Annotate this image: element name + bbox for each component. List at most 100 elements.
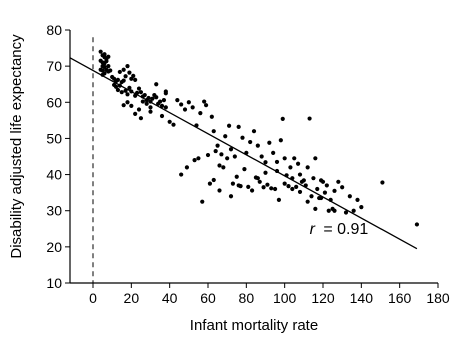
data-point [255,143,260,148]
x-axis-label: Infant mortality rate [190,317,318,334]
data-point [290,186,295,192]
data-point [267,140,272,145]
data-point [161,98,167,103]
data-point [117,69,122,75]
data-point [347,194,352,199]
data-point [148,105,153,110]
data-point [261,185,266,190]
data-point [297,189,303,195]
data-points [98,49,420,227]
data-point [186,100,191,105]
y-tick-label: 70 [46,58,62,74]
data-point [133,111,138,116]
data-point [221,165,226,170]
x-tick-label: 40 [162,290,178,306]
x-tick-label: 20 [124,290,140,306]
data-point [136,86,142,91]
data-point [269,186,274,191]
data-point [242,167,247,172]
data-point [307,116,312,121]
axes: 0 20 40 60 80 100 120 140 160 180 10 20 30 40 50 60 70 80 [46,22,449,306]
x-tick-label: 180 [426,290,450,306]
data-point [301,178,306,183]
data-point [236,183,241,188]
data-point [163,91,168,96]
data-point [297,172,303,177]
data-point [144,101,149,106]
x-tick-label: 60 [200,290,216,306]
data-point [133,77,138,82]
data-point [125,64,130,69]
data-point [131,73,136,79]
data-point [240,135,245,140]
data-point [305,165,310,170]
data-point [295,161,301,166]
data-point [336,179,341,184]
data-point [249,188,255,193]
data-point [288,165,293,170]
data-point [196,156,201,161]
y-tick-label: 20 [46,239,62,255]
x-tick-label: 80 [239,290,255,306]
data-point [324,183,329,188]
data-point [209,114,214,119]
data-point [127,85,132,90]
data-point [246,184,251,189]
data-point [217,188,222,193]
data-point [359,205,364,210]
data-point [332,188,337,193]
y-tick-label: 60 [46,94,62,110]
data-point [219,152,224,157]
data-point [115,87,121,93]
data-point [211,177,216,183]
data-point [136,107,142,112]
y-axis-label: Disability adjusted life expectancy [8,34,25,259]
data-point [271,150,276,155]
data-point [343,210,349,215]
data-point [332,208,337,213]
data-point [163,105,168,110]
data-point [203,103,209,108]
data-point [282,156,287,161]
data-point [211,129,216,134]
data-point [322,190,328,195]
data-point [150,96,155,101]
data-point [102,52,107,57]
data-point [207,181,213,186]
data-point [280,116,285,122]
data-point [263,160,268,165]
data-point [217,163,222,168]
data-point [265,182,270,187]
data-point [276,197,282,202]
data-point [259,154,264,159]
data-point [257,179,262,184]
data-point [98,49,103,54]
data-point [313,156,318,161]
data-point [125,92,130,97]
data-point [121,67,126,72]
data-point [251,129,257,134]
data-point [274,159,280,165]
y-tick-label: 30 [46,203,62,219]
data-point [213,148,218,154]
data-point [230,181,236,186]
data-point [355,197,360,202]
data-point [182,107,188,112]
data-point [305,199,310,204]
data-point [175,98,180,103]
y-tick-label: 50 [46,130,62,146]
x-tick-label: 100 [273,290,297,306]
data-point [225,156,230,161]
data-point [234,174,239,179]
data-point [127,70,132,75]
data-point [255,176,260,181]
x-tick-label: 120 [311,290,335,306]
data-point [140,99,145,104]
data-point [113,84,119,89]
data-point [159,113,165,119]
data-point [414,222,420,227]
regression-line-group [69,57,418,250]
data-point [138,90,144,95]
data-point [232,154,237,159]
